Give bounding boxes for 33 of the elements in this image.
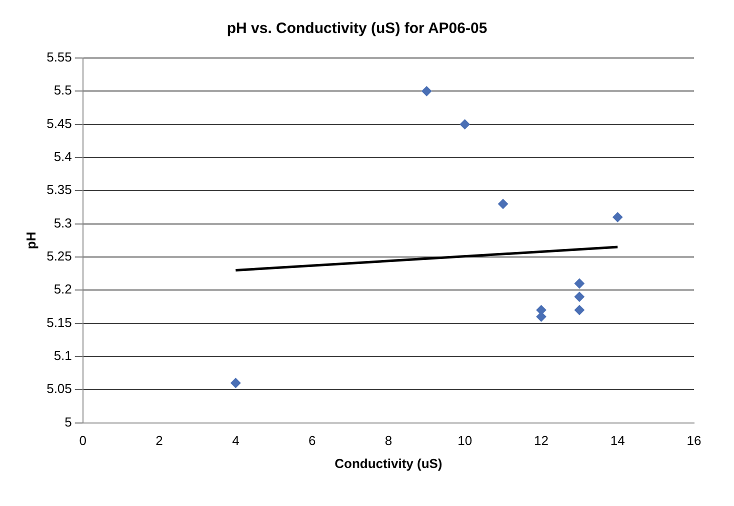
x-tick-label: 10 — [458, 433, 472, 448]
y-tick-label: 5.15 — [46, 314, 72, 330]
y-tick-label: 5.4 — [54, 149, 72, 164]
y-tick-label: 5.35 — [46, 182, 72, 198]
x-tick-label: 8 — [384, 433, 392, 448]
point — [574, 278, 584, 289]
x-axis-title: Conductivity (uS) — [334, 456, 442, 471]
y-tick-label: 5.5 — [54, 82, 72, 98]
point — [574, 292, 584, 302]
point — [230, 378, 241, 388]
x-tick-label: 16 — [686, 433, 702, 448]
x-tick-label: 0 — [79, 433, 87, 448]
y-tick-label: 5.55 — [46, 50, 72, 65]
point — [422, 86, 432, 96]
y-tick-label: 5.1 — [54, 348, 72, 364]
point — [574, 305, 584, 316]
x-tick-label: 12 — [534, 433, 548, 448]
point — [498, 198, 508, 209]
x-tick-label: 6 — [308, 433, 316, 448]
point — [460, 119, 470, 130]
y-tick-label: 5.05 — [46, 381, 72, 396]
point — [536, 312, 546, 322]
y-tick-label: 5.2 — [54, 282, 72, 297]
chart-title: pH vs. Conductivity (uS) for AP06-05 — [226, 20, 488, 38]
x-tick-label: 14 — [610, 433, 625, 448]
y-tick-label: 5 — [64, 414, 72, 430]
x-tick-label: 4 — [232, 433, 240, 448]
x-tick-label: 2 — [156, 433, 163, 448]
point — [612, 212, 623, 222]
y-tick-label: 5.3 — [54, 215, 72, 230]
y-axis-title: pH — [23, 232, 38, 250]
y-tick-label: 5.25 — [46, 248, 72, 264]
y-tick-label: 5.45 — [46, 116, 72, 131]
